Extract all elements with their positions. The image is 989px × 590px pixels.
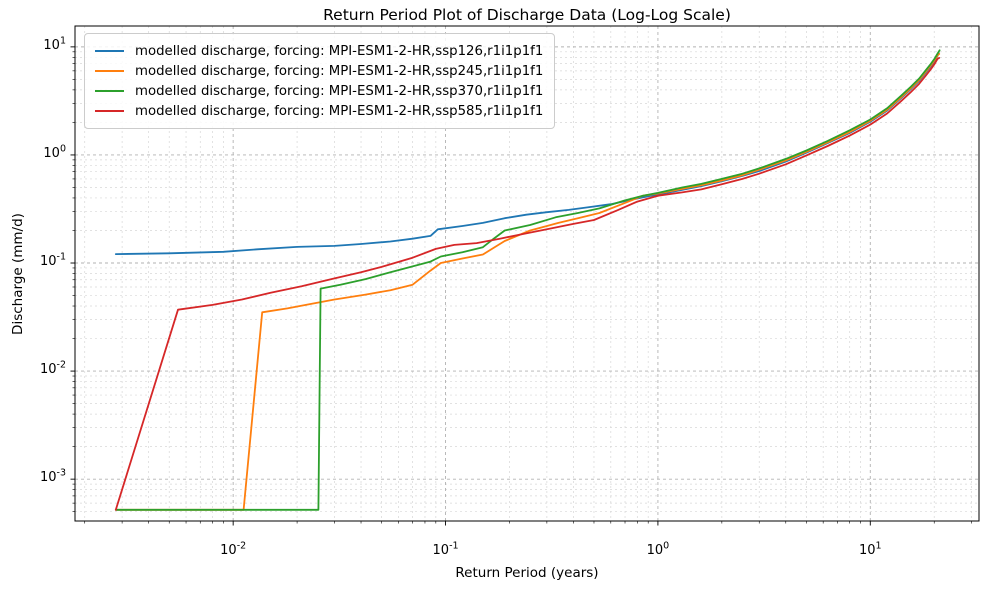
legend-item: modelled discharge, forcing: MPI-ESM1-2-… bbox=[95, 61, 543, 81]
chart-title: Return Period Plot of Discharge Data (Lo… bbox=[323, 6, 731, 24]
x-tick-label: 101 bbox=[858, 540, 882, 558]
x-axis-label: Return Period (years) bbox=[455, 565, 599, 581]
y-tick-label: 10-2 bbox=[39, 359, 66, 378]
x-tick-label: 10-1 bbox=[432, 540, 459, 558]
legend-label: modelled discharge, forcing: MPI-ESM1-2-… bbox=[135, 43, 544, 59]
legend-line-swatch bbox=[95, 50, 124, 52]
legend-item: modelled discharge, forcing: MPI-ESM1-2-… bbox=[95, 101, 543, 121]
legend-item: modelled discharge, forcing: MPI-ESM1-2-… bbox=[95, 81, 543, 101]
series-line bbox=[114, 57, 941, 511]
y-tick-label: 101 bbox=[43, 35, 66, 53]
legend-item: modelled discharge, forcing: MPI-ESM1-2-… bbox=[95, 41, 543, 61]
legend-label: modelled discharge, forcing: MPI-ESM1-2-… bbox=[135, 63, 544, 79]
x-tick-label: 10-2 bbox=[220, 540, 247, 558]
series-line bbox=[114, 49, 941, 511]
y-tick-label: 100 bbox=[43, 143, 66, 161]
legend-line-swatch bbox=[95, 70, 124, 72]
axes-frame bbox=[74, 25, 980, 522]
x-tick-label: 100 bbox=[646, 540, 670, 558]
legend: modelled discharge, forcing: MPI-ESM1-2-… bbox=[84, 33, 556, 129]
legend-line-swatch bbox=[95, 90, 124, 92]
legend-line-swatch bbox=[95, 110, 124, 112]
legend-label: modelled discharge, forcing: MPI-ESM1-2-… bbox=[135, 83, 544, 99]
y-axis-label: Discharge (mm/d) bbox=[10, 213, 26, 335]
y-tick-label: 10-3 bbox=[39, 467, 66, 486]
legend-label: modelled discharge, forcing: MPI-ESM1-2-… bbox=[135, 103, 544, 119]
y-tick-label: 10-1 bbox=[39, 251, 66, 269]
